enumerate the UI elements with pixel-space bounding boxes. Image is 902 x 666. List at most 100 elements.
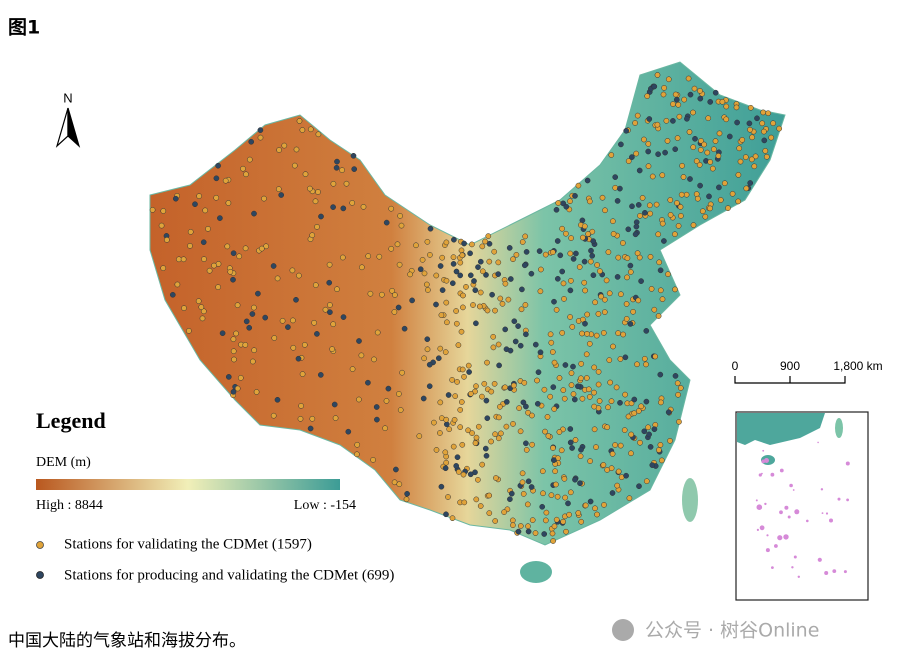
station-dot	[645, 163, 652, 170]
station-dot	[677, 385, 684, 391]
station-dot	[542, 428, 548, 435]
station-dot	[213, 175, 220, 182]
station-dot	[187, 229, 194, 235]
station-dot	[647, 210, 654, 217]
station-dot	[453, 268, 460, 275]
station-dot	[199, 315, 206, 322]
station-dot	[577, 480, 583, 487]
station-dot	[685, 75, 692, 82]
station-dot	[459, 441, 466, 448]
station-dot	[641, 136, 647, 143]
station-dot	[215, 162, 221, 169]
station-dot	[672, 91, 679, 98]
station-dot	[507, 496, 513, 503]
station-dot	[609, 451, 616, 457]
station-dot	[770, 120, 776, 127]
station-dot	[656, 259, 663, 266]
station-dot	[401, 325, 408, 332]
station-dot	[636, 167, 643, 174]
station-dot	[427, 252, 433, 258]
inset-island	[794, 509, 800, 515]
inset-island	[762, 449, 765, 452]
station-dot	[595, 381, 602, 388]
station-dot	[396, 481, 403, 488]
station-dot	[438, 312, 445, 318]
station-dot	[560, 280, 567, 287]
station-dot	[397, 213, 403, 219]
station-dot	[696, 162, 703, 168]
station-dot	[187, 243, 193, 249]
inset-island	[832, 569, 837, 573]
station-dot	[579, 234, 586, 241]
station-dot	[437, 263, 444, 269]
station-dot	[690, 144, 697, 151]
station-dot	[460, 471, 467, 478]
inset-island	[820, 488, 824, 491]
station-dot	[568, 382, 575, 388]
station-dot	[595, 368, 602, 375]
station-dot	[765, 110, 772, 117]
station-dot	[451, 416, 458, 423]
station-dot	[293, 146, 300, 153]
station-dot	[761, 137, 768, 144]
station-dot	[459, 252, 466, 259]
station-dot	[649, 462, 656, 468]
station-dot	[469, 430, 475, 436]
station-dot	[661, 238, 667, 244]
station-dot	[356, 338, 362, 344]
station-dot	[567, 489, 574, 496]
station-dot	[281, 142, 288, 149]
station-dot	[578, 375, 584, 382]
station-dot	[709, 165, 716, 172]
station-dot	[290, 344, 297, 351]
station-dot	[537, 349, 544, 356]
legend-dot-producing	[36, 571, 44, 579]
scale-label: 900	[780, 359, 800, 373]
inset-island	[764, 458, 769, 463]
station-dot	[399, 369, 405, 376]
inset-island	[765, 548, 770, 553]
station-dot	[572, 193, 578, 199]
station-dot	[598, 293, 604, 300]
station-dot	[230, 250, 237, 257]
station-dot	[576, 264, 583, 270]
station-dot	[657, 287, 664, 294]
station-dot	[735, 172, 742, 178]
station-dot	[262, 314, 269, 321]
station-dot	[581, 223, 588, 230]
station-dot	[496, 362, 502, 369]
station-dot	[470, 302, 476, 308]
station-dot	[491, 380, 498, 387]
station-dot	[585, 231, 591, 237]
station-dot	[472, 287, 479, 294]
hainan-island	[520, 561, 552, 583]
station-dot	[496, 414, 502, 421]
station-dot	[652, 353, 659, 360]
station-dot	[471, 278, 477, 284]
station-dot	[622, 354, 629, 361]
station-dot	[562, 494, 568, 501]
station-dot	[385, 385, 392, 392]
station-dot	[707, 159, 714, 165]
station-dot	[503, 423, 510, 430]
station-dot	[253, 389, 260, 395]
station-dot	[642, 209, 648, 216]
station-dot	[603, 277, 610, 284]
station-dot	[507, 347, 514, 354]
station-dot	[697, 95, 704, 102]
station-dot	[519, 286, 525, 293]
station-dot	[233, 330, 239, 337]
inset-island	[787, 515, 791, 519]
station-dot	[290, 317, 296, 324]
station-dot	[562, 362, 569, 368]
station-dot	[497, 295, 504, 302]
station-dot	[586, 394, 593, 400]
station-dot	[396, 261, 403, 268]
station-dot	[623, 127, 630, 134]
station-dot	[453, 463, 460, 469]
inset-island	[793, 555, 797, 559]
station-dot	[446, 426, 453, 433]
station-dot	[621, 427, 628, 433]
inset-island	[784, 505, 789, 510]
